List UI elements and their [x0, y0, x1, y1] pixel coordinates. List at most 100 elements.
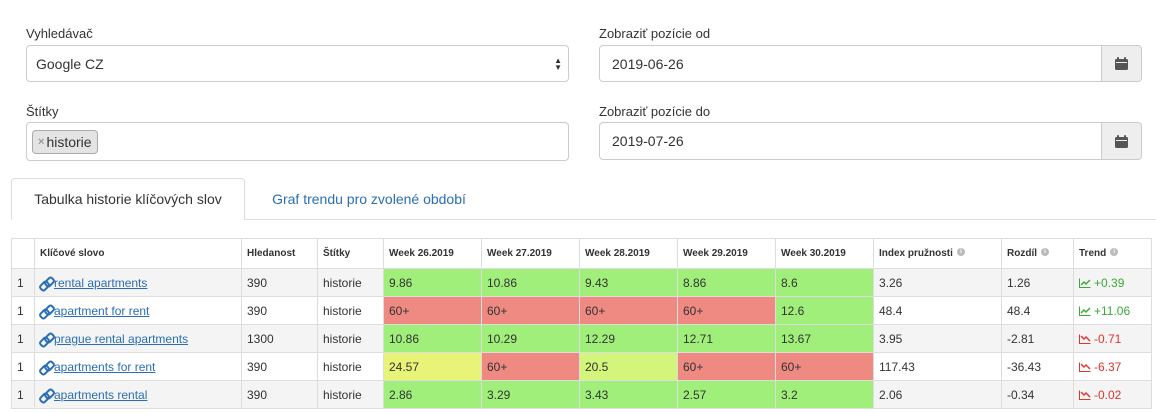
position-cell: 2.86 [383, 380, 482, 409]
row-num: 1 [11, 380, 35, 409]
tab-trend-graph[interactable]: Graf trendu pro zvolené období [272, 191, 466, 207]
position-cell: 12.71 [677, 324, 776, 353]
volume-cell: 1300 [241, 324, 318, 353]
col-header-week-28[interactable]: Week 28.2019 [579, 238, 678, 269]
trend-value: +11.06 [1094, 303, 1131, 318]
keyword-link[interactable]: prague rental apartments [54, 331, 189, 346]
trend-up-icon [1079, 278, 1091, 288]
position-cell: 60+ [383, 296, 482, 325]
col-header-index-label: Index pružnosti [879, 248, 953, 259]
trend-cell: -0.71 [1073, 324, 1152, 353]
col-header-keyword[interactable]: Klíčové slovo [34, 238, 242, 269]
trend-down-icon [1079, 334, 1091, 344]
col-header-week-26[interactable]: Week 26.2019 [383, 238, 482, 269]
tags-cell: historie [317, 352, 384, 381]
volume-cell: 390 [241, 268, 318, 297]
col-header-tags[interactable]: Štítky [317, 238, 384, 269]
trend-cell: +11.06 [1073, 296, 1152, 325]
keyword-link[interactable]: apartments for rent [54, 359, 156, 374]
engine-select[interactable]: Google CZ ▲ ▼ [26, 45, 569, 82]
from-date-button[interactable] [1102, 45, 1142, 82]
position-cell: 8.86 [677, 268, 776, 297]
tags-label: Štítky [26, 104, 59, 119]
table-header-row: Klíčové slovo Hledanost Štítky Week 26.2… [11, 238, 1152, 269]
trend-cell: -6.37 [1073, 352, 1152, 381]
from-date-input[interactable]: 2019-06-26 [599, 45, 1102, 82]
position-cell: 2.57 [677, 380, 776, 409]
position-cell: 3.29 [481, 380, 580, 409]
keyword-link[interactable]: rental apartments [54, 275, 148, 290]
diff-cell: -2.81 [1001, 324, 1074, 353]
position-cell: 10.29 [481, 324, 580, 353]
position-cell: 9.86 [383, 268, 482, 297]
trend-up-icon [1079, 306, 1091, 316]
link-icon [40, 306, 52, 316]
diff-cell: -36.43 [1001, 352, 1074, 381]
keyword-link[interactable]: apartments rental [54, 387, 148, 402]
engine-select-value: Google CZ [36, 55, 104, 72]
position-cell: 9.43 [579, 268, 678, 297]
link-icon [40, 362, 52, 372]
to-date-button[interactable] [1102, 122, 1142, 160]
keyword-cell: apartment for rent [34, 296, 242, 325]
position-cell: 3.43 [579, 380, 678, 409]
position-cell: 60+ [677, 352, 776, 381]
tags-input[interactable]: × historie [26, 122, 569, 161]
volume-cell: 390 [241, 296, 318, 325]
table-row: 1 apartments for rent 390 historie 24.57… [11, 352, 1152, 381]
link-icon [40, 334, 52, 344]
link-icon [40, 278, 52, 288]
trend-cell: +0.39 [1073, 268, 1152, 297]
tags-cell: historie [317, 296, 384, 325]
keyword-link[interactable]: apartment for rent [54, 303, 150, 318]
engine-label: Vyhledávač [26, 26, 93, 41]
col-header-week-29[interactable]: Week 29.2019 [677, 238, 776, 269]
tag-chip: × historie [32, 129, 98, 154]
calendar-icon [1115, 134, 1128, 148]
position-cell: 60+ [775, 352, 874, 381]
calendar-icon [1115, 57, 1128, 70]
position-cell: 60+ [481, 352, 580, 381]
trend-down-icon [1079, 390, 1091, 400]
index-cell: 3.26 [873, 268, 1002, 297]
col-header-trend-label: Trend [1079, 248, 1107, 259]
col-header-week-27[interactable]: Week 27.2019 [481, 238, 580, 269]
tags-cell: historie [317, 324, 384, 353]
col-header-volume[interactable]: Hledanost [241, 238, 318, 269]
diff-cell: 1.26 [1001, 268, 1074, 297]
position-cell: 13.67 [775, 324, 874, 353]
from-date-label: Zobraziť pozície od [599, 26, 711, 41]
position-cell: 20.5 [579, 352, 678, 381]
index-cell: 117.43 [873, 352, 1002, 381]
trend-value: +0.39 [1094, 275, 1125, 290]
tab-history-table[interactable]: Tabulka historie klíčových slov [11, 178, 245, 220]
table-row: 1 apartment for rent 390 historie 60+ 60… [11, 296, 1152, 325]
info-icon[interactable]: i [956, 248, 965, 256]
col-header-index[interactable]: Index pružnosti i [873, 238, 1002, 269]
position-cell: 8.6 [775, 268, 874, 297]
tags-cell: historie [317, 380, 384, 409]
col-header-diff[interactable]: Rozdíl i [1001, 238, 1074, 269]
tag-chip-label: historie [46, 133, 92, 150]
position-cell: 10.86 [383, 324, 482, 353]
col-header-trend[interactable]: Trend i [1073, 238, 1152, 269]
info-icon[interactable]: i [1110, 248, 1119, 256]
volume-cell: 390 [241, 352, 318, 381]
link-icon [40, 390, 52, 400]
trend-value: -6.37 [1094, 359, 1122, 374]
table-row: 1 rental apartments 390 historie 9.86 10… [11, 268, 1152, 297]
info-icon[interactable]: i [1041, 248, 1049, 256]
tag-remove-icon[interactable]: × [38, 135, 45, 148]
diff-cell: -0.34 [1001, 380, 1074, 409]
position-cell: 24.57 [383, 352, 482, 381]
trend-value: -0.71 [1094, 331, 1122, 346]
trend-value: -0.02 [1094, 387, 1122, 402]
to-date-input[interactable]: 2019-07-26 [599, 122, 1102, 160]
keyword-cell: prague rental apartments [34, 324, 242, 353]
diff-cell: 48.4 [1001, 296, 1074, 325]
row-num: 1 [11, 352, 35, 381]
table-row: 1 prague rental apartments 1300 historie… [11, 324, 1152, 353]
col-header-week-30[interactable]: Week 30.2019 [775, 238, 874, 269]
col-header-num [11, 238, 35, 269]
tags-cell: historie [317, 268, 384, 297]
